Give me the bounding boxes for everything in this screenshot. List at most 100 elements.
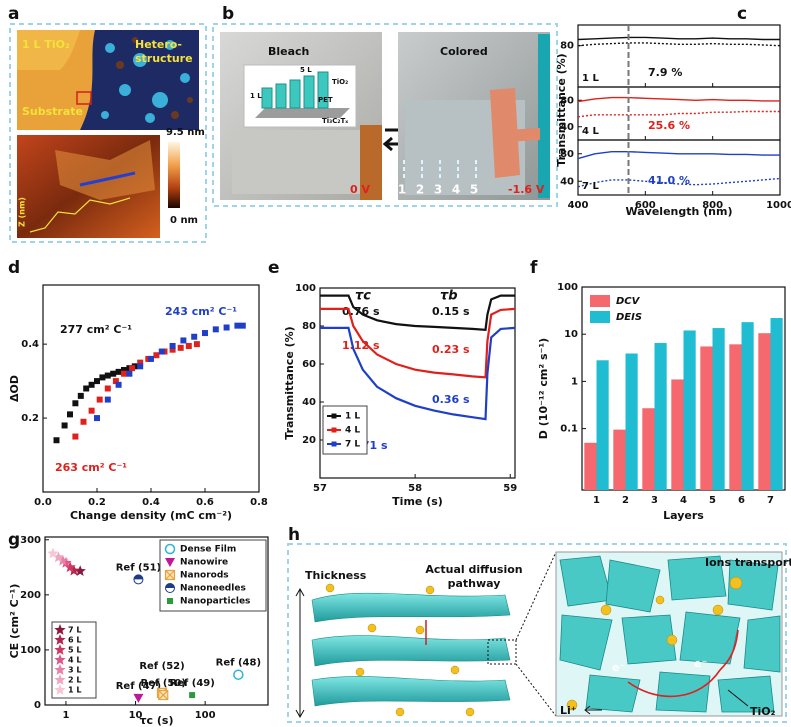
square-marker — [96, 396, 103, 403]
y-tick-label: 80 — [302, 321, 316, 332]
legend-label: 4 L — [68, 656, 81, 665]
flakes-dark — [116, 37, 193, 119]
label-colored: Colored — [440, 45, 488, 58]
label-li: Li⁺ — [560, 704, 577, 717]
star-marker — [47, 547, 59, 559]
triangle-marker — [133, 693, 144, 703]
x-axis-title: Wavelength (nm) — [626, 205, 733, 218]
marker-half — [134, 579, 143, 584]
square-marker — [99, 374, 106, 381]
layer-number: 5 — [470, 183, 478, 197]
panel-border — [287, 543, 787, 723]
square-marker — [126, 370, 133, 377]
legend-marker — [54, 664, 66, 675]
bar — [712, 328, 725, 490]
line — [320, 307, 516, 379]
square-marker — [80, 418, 87, 425]
panel-b — [212, 23, 558, 207]
layer-number: 2 — [416, 183, 424, 197]
y-tick-label: 80 — [560, 95, 574, 106]
square-marker — [94, 415, 100, 422]
layers-stack — [311, 592, 511, 707]
label-ions: Ions transport — [705, 556, 791, 569]
label-bleach: Bleach — [268, 45, 309, 58]
bar — [671, 379, 684, 490]
bar — [729, 344, 742, 490]
colorbar — [168, 142, 180, 208]
data-label: Ref (50) — [141, 678, 186, 689]
x-tick-label: 59 — [503, 483, 517, 494]
subplot-label: 7 L — [582, 181, 599, 192]
hatched-marker — [158, 689, 169, 701]
annotation: 277 cm² C⁻¹ — [60, 323, 132, 336]
bar — [700, 346, 713, 490]
z-axis-label: Z (nm) — [18, 197, 27, 227]
square-marker — [72, 400, 79, 407]
zoom-ions — [566, 576, 743, 711]
star-marker — [68, 564, 80, 576]
legend-box — [159, 539, 267, 612]
layer-number: 4 — [452, 183, 460, 197]
annotation: 243 cm² C⁻¹ — [165, 305, 237, 318]
x-tick-label: 400 — [568, 200, 589, 211]
star-marker — [60, 556, 72, 568]
square-marker — [137, 359, 144, 366]
colorbar-min: 0 nm — [170, 215, 198, 226]
y-tick-label: 20 — [302, 435, 316, 446]
subplot-label: 1 L — [582, 73, 599, 84]
data-label: Ref (48) — [216, 658, 261, 669]
line — [320, 294, 515, 331]
line — [577, 42, 781, 47]
y-tick-label: 0.2 — [21, 413, 39, 424]
legend-label: 6 L — [68, 636, 81, 645]
y-tick-label: 100 — [557, 282, 578, 293]
legend-marker — [54, 684, 66, 695]
label-thickness: Thickness — [305, 569, 367, 582]
circle-marker — [233, 669, 244, 680]
square-marker — [239, 322, 246, 329]
legend-marker — [54, 634, 66, 645]
bar — [584, 442, 597, 490]
legend-label: Nanowire — [180, 558, 228, 568]
profile-line — [79, 171, 136, 187]
annotation: 7.9 % — [648, 66, 682, 79]
line — [577, 110, 780, 118]
square-marker — [212, 326, 219, 333]
legend-label: 1 L — [68, 686, 81, 695]
legend-marker — [54, 644, 66, 655]
star-marker — [57, 554, 69, 566]
y-axis-title: D (10⁻¹² cm² s⁻¹) — [537, 338, 550, 439]
square-marker — [115, 368, 122, 375]
square-marker — [104, 385, 111, 392]
legend-label: Nanoneedles — [180, 584, 246, 594]
layer-number: 3 — [434, 183, 442, 197]
legend-marker — [331, 413, 337, 419]
panel-letter: g — [8, 530, 20, 550]
panel-letter: b — [222, 4, 234, 24]
square-marker — [112, 378, 119, 385]
square-marker — [148, 355, 154, 362]
legend-label: 5 L — [68, 646, 81, 655]
square-marker — [121, 367, 127, 374]
x-tick-label: 0.4 — [142, 497, 160, 508]
x-tick-label: 1 — [593, 495, 600, 506]
square-marker — [153, 352, 160, 359]
legend-marker — [165, 558, 175, 567]
bar — [770, 318, 783, 490]
label-heterostructure: structure — [135, 52, 193, 65]
x-axis-title: τc (s) — [140, 714, 174, 727]
legend-label: DCV — [616, 296, 641, 307]
square-marker — [94, 378, 100, 385]
label-voltage: -1.6 V — [508, 183, 545, 196]
square-marker — [169, 342, 176, 349]
legend-label: 7 L — [68, 626, 81, 635]
bar — [613, 429, 626, 490]
tio2-arrow — [727, 689, 749, 707]
x-tick-label: 800 — [702, 200, 723, 211]
tau-label: τb — [440, 289, 458, 304]
time-label: 0.15 s — [432, 305, 470, 318]
y-axis-title: ΔOD — [8, 375, 21, 402]
